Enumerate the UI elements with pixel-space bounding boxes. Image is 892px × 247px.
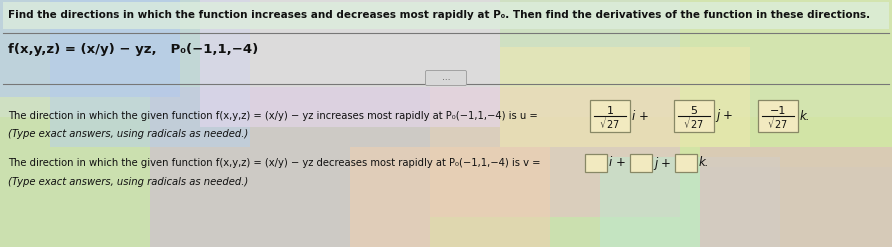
Text: $\sqrt{27}$: $\sqrt{27}$ [682,114,706,131]
FancyBboxPatch shape [674,100,714,132]
Text: i +: i + [609,157,626,169]
Text: 5: 5 [690,106,698,116]
Text: −1: −1 [770,106,786,116]
FancyBboxPatch shape [675,154,697,172]
Text: f(x,y,z) = (x/y) − yz,   P₀(−1,1,−4): f(x,y,z) = (x/y) − yz, P₀(−1,1,−4) [8,43,259,57]
Text: $\sqrt{27}$: $\sqrt{27}$ [766,114,789,131]
Text: j +: j + [716,109,733,123]
FancyBboxPatch shape [425,70,467,85]
FancyBboxPatch shape [3,2,889,29]
FancyBboxPatch shape [758,100,798,132]
Text: (Type exact answers, using radicals as needed.): (Type exact answers, using radicals as n… [8,129,248,139]
FancyBboxPatch shape [150,87,430,247]
Text: k.: k. [699,157,709,169]
Text: j +: j + [654,157,671,169]
FancyBboxPatch shape [500,47,750,147]
FancyBboxPatch shape [700,147,892,247]
Text: …: … [442,74,450,82]
Text: The direction in which the given function f(x,y,z) = (x/y) − yz decreases most r: The direction in which the given functio… [8,158,543,168]
Text: i +: i + [632,109,648,123]
FancyBboxPatch shape [600,157,780,247]
FancyBboxPatch shape [590,100,630,132]
FancyBboxPatch shape [680,0,892,167]
Text: 1: 1 [607,106,614,116]
FancyBboxPatch shape [200,0,500,127]
Text: The direction in which the given function f(x,y,z) = (x/y) − yz increases most r: The direction in which the given functio… [8,111,541,121]
FancyBboxPatch shape [350,147,550,247]
Text: Find the directions in which the function increases and decreases most rapidly a: Find the directions in which the functio… [8,11,870,21]
FancyBboxPatch shape [50,0,250,147]
FancyBboxPatch shape [430,87,680,217]
Text: k.: k. [800,109,811,123]
FancyBboxPatch shape [630,154,652,172]
Text: $\sqrt{27}$: $\sqrt{27}$ [599,114,622,131]
FancyBboxPatch shape [0,0,180,97]
FancyBboxPatch shape [0,117,892,247]
Text: (Type exact answers, using radicals as needed.): (Type exact answers, using radicals as n… [8,177,248,187]
FancyBboxPatch shape [585,154,607,172]
